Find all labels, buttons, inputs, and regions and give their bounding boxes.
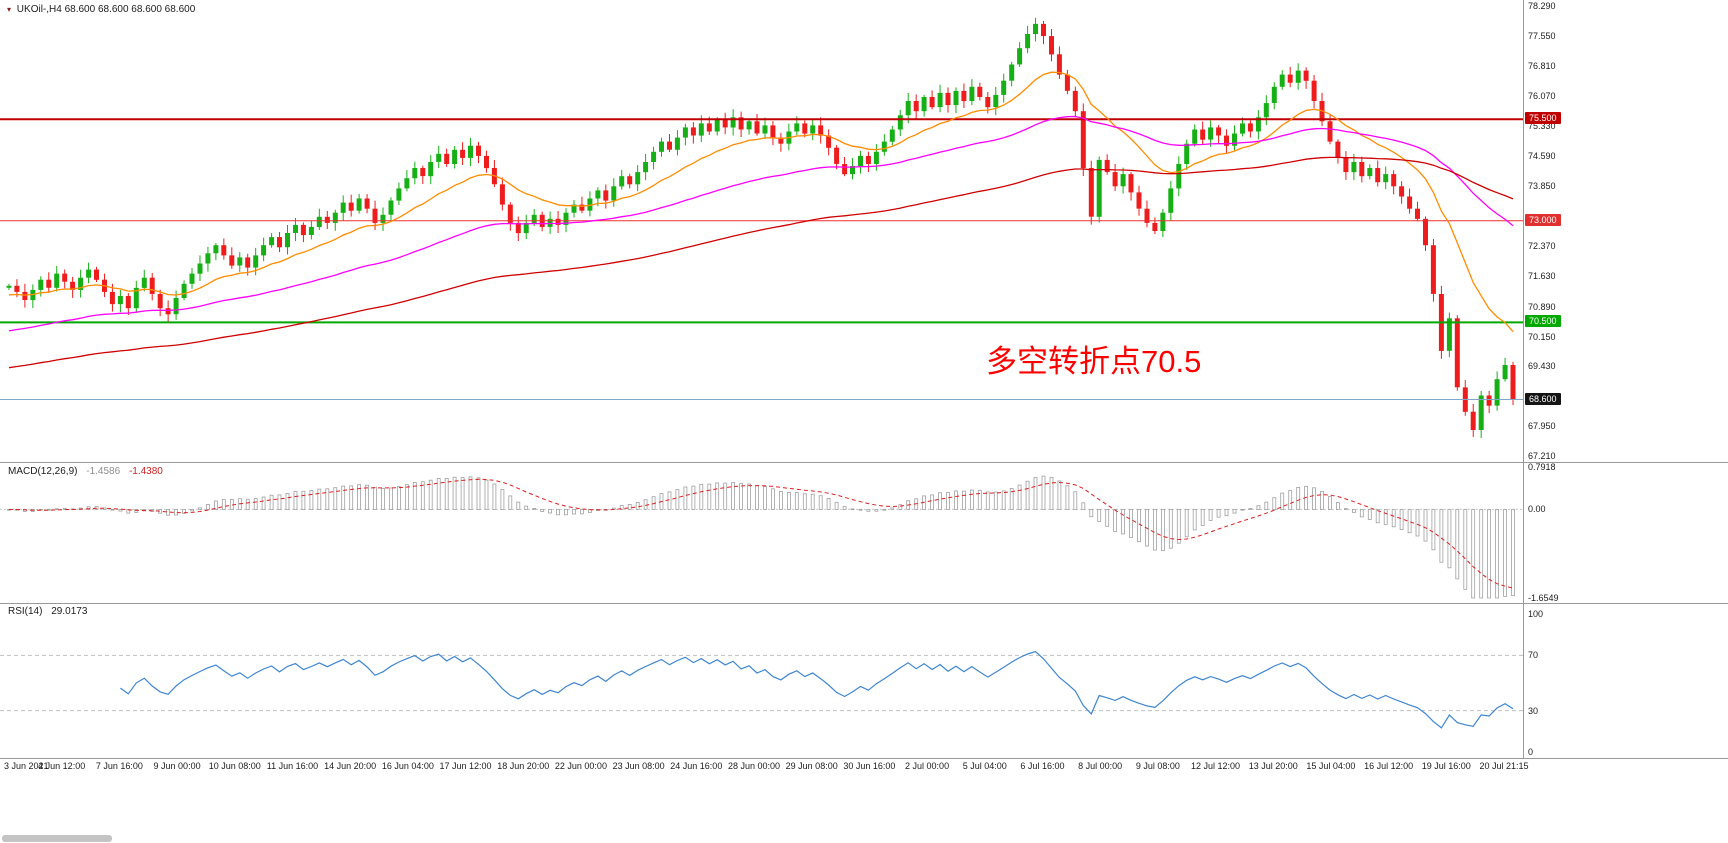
time-axis-label: 8 Jul 00:00 xyxy=(1078,761,1123,771)
price-axis-label: 76.810 xyxy=(1528,61,1556,72)
price-axis-label: 75.330 xyxy=(1528,121,1556,132)
price-axis-label: 67.950 xyxy=(1528,420,1556,431)
time-axis-label: 3 Jun 2021 xyxy=(4,761,49,771)
price-axis-label: 69.430 xyxy=(1528,360,1556,371)
macd-axis-label: 0.00 xyxy=(1528,504,1546,515)
price-badge: 75.500 xyxy=(1525,112,1561,125)
time-axis-label: 4 Jun 12:00 xyxy=(38,761,86,771)
price-axis-label: 77.550 xyxy=(1528,31,1556,42)
time-axis-label: 6 Jul 16:00 xyxy=(1020,761,1065,771)
rsi-name: RSI(14) xyxy=(8,606,43,617)
price-axis-label: 76.070 xyxy=(1528,91,1556,102)
time-axis-label: 9 Jul 08:00 xyxy=(1135,761,1180,771)
rsi-axis-label: 70 xyxy=(1528,650,1539,661)
horizontal-scrollbar[interactable] xyxy=(2,835,112,842)
price-axis-label: 73.850 xyxy=(1528,181,1556,192)
macd-main-value: -1.4586 xyxy=(86,466,121,477)
macd-name: MACD(12,26,9) xyxy=(8,466,78,477)
time-axis-label: 29 Jun 08:00 xyxy=(785,761,838,771)
time-axis-label: 22 Jun 00:00 xyxy=(554,761,607,771)
time-axis-label: 17 Jun 12:00 xyxy=(439,761,492,771)
price-axis-label: 78.290 xyxy=(1528,1,1556,11)
symbol-marker-icon: ▾ xyxy=(7,5,12,14)
time-axis-label: 16 Jun 04:00 xyxy=(381,761,434,771)
time-axis-label: 11 Jun 16:00 xyxy=(266,761,319,771)
time-axis-label: 2 Jul 00:00 xyxy=(905,761,950,771)
macd-indicator-label: MACD(12,26,9) -1.4586 -1.4380 xyxy=(8,466,163,477)
rsi-value: 29.0173 xyxy=(51,606,88,617)
price-axis-label: 74.590 xyxy=(1528,151,1556,162)
time-axis-label: 23 Jun 08:00 xyxy=(612,761,665,771)
time-axis-label: 15 Jul 04:00 xyxy=(1306,761,1356,771)
macd-axis-label: -1.6549 xyxy=(1528,593,1559,603)
time-axis-label: 30 Jun 16:00 xyxy=(843,761,896,771)
price-axis-label: 72.370 xyxy=(1528,241,1556,252)
rsi-indicator-label: RSI(14) 29.0173 xyxy=(8,606,87,617)
macd-axis-label: 0.7918 xyxy=(1528,462,1556,472)
symbol-title: UKOil-,H4 68.600 68.600 68.600 68.600 xyxy=(16,4,196,15)
time-axis-label: 7 Jun 16:00 xyxy=(95,761,143,771)
time-axis-label: 5 Jul 04:00 xyxy=(962,761,1007,771)
price-badge: 68.600 xyxy=(1525,392,1561,405)
time-axis-label: 19 Jul 16:00 xyxy=(1421,761,1471,771)
time-axis-label: 9 Jun 00:00 xyxy=(153,761,201,771)
panel-separator[interactable] xyxy=(0,603,1728,604)
time-axis-label: 28 Jun 00:00 xyxy=(727,761,781,771)
time-axis-label: 14 Jun 20:00 xyxy=(324,761,377,771)
rsi-axis-label: 100 xyxy=(1528,609,1544,619)
macd-signal-value: -1.4380 xyxy=(128,466,163,477)
price-badge: 73.000 xyxy=(1525,213,1561,226)
panel-separator[interactable] xyxy=(0,758,1728,759)
time-axis-label: 10 Jun 08:00 xyxy=(208,761,261,771)
price-axis-label: 70.150 xyxy=(1528,331,1556,342)
rsi-axis-label: 30 xyxy=(1528,705,1539,716)
time-axis-label: 24 Jun 16:00 xyxy=(670,761,723,771)
time-axis-label: 13 Jul 20:00 xyxy=(1248,761,1298,771)
time-axis-label: 20 Jul 21:15 xyxy=(1479,761,1529,771)
rsi-axis-label: 0 xyxy=(1528,747,1534,757)
chart-header: ▾ UKOil-,H4 68.600 68.600 68.600 68.600 xyxy=(7,4,195,15)
price-scale-border[interactable] xyxy=(1523,0,1524,758)
time-axis-label: 16 Jul 12:00 xyxy=(1364,761,1414,771)
price-axis-label: 70.890 xyxy=(1528,301,1556,312)
price-badge: 70.500 xyxy=(1525,315,1561,328)
price-axis-label: 67.210 xyxy=(1528,451,1556,461)
price-axis-label: 71.630 xyxy=(1528,271,1556,282)
time-axis-label: 12 Jul 12:00 xyxy=(1191,761,1241,771)
time-axis-label: 18 Jun 20:00 xyxy=(497,761,550,771)
annotation-text[interactable]: 多空转折点70.5 xyxy=(986,344,1202,379)
panel-separator[interactable] xyxy=(0,462,1728,463)
